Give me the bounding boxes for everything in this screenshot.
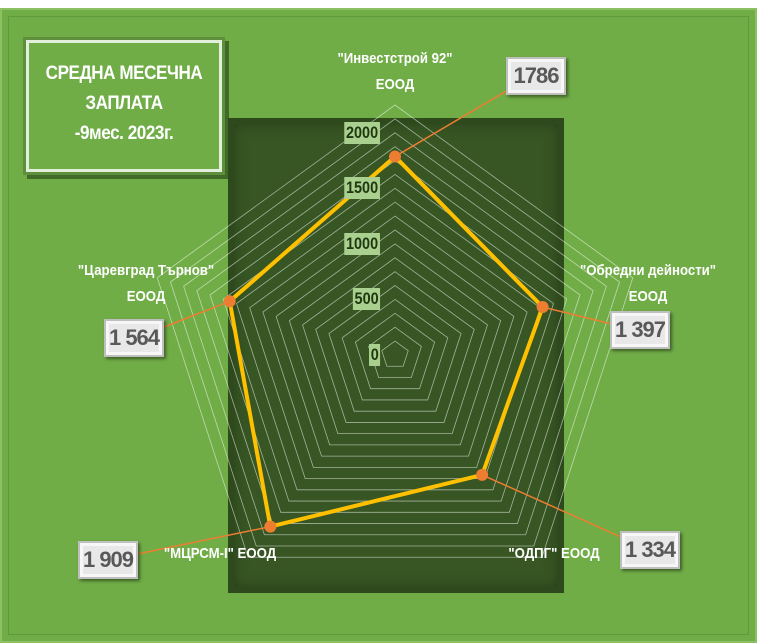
grid-ring xyxy=(183,132,607,536)
grid-ring xyxy=(156,104,634,558)
grid-ring xyxy=(236,187,554,491)
chart-title-line-3: -9мес. 2023г. xyxy=(74,123,174,144)
chart-title-box: СРЕДНА МЕСЕЧНА ЗАПЛАТА -9мес. 2023г. xyxy=(26,40,222,172)
value-label: 1 564 xyxy=(104,319,164,357)
category-label-line: "ОДПГ" ЕООД xyxy=(508,545,600,562)
category-label-line: ЕООД xyxy=(375,76,415,93)
category-label-line: "Царевград Търнов" xyxy=(77,262,215,279)
category-label: "ОДПГ" ЕООД xyxy=(457,541,651,567)
category-label: "Инвестстрой 92" ЕООД xyxy=(298,46,492,98)
grid-ring xyxy=(302,257,488,435)
category-label-line: ЕООД xyxy=(126,288,166,305)
grid-ring xyxy=(288,243,502,446)
tick-label: 0 xyxy=(368,344,380,366)
value-label: 1 397 xyxy=(610,311,670,349)
grid-ring xyxy=(341,298,449,401)
category-label-line: ЕООД xyxy=(628,288,668,305)
tick-label: 1000 xyxy=(344,232,380,255)
grid-ring xyxy=(262,215,528,468)
category-label: "Царевград Търнов" ЕООД xyxy=(49,258,243,310)
grid-ring xyxy=(209,160,581,513)
series-line xyxy=(227,154,545,529)
grid-ring xyxy=(315,271,475,423)
data-point xyxy=(264,520,277,533)
grid-ring xyxy=(381,340,409,367)
data-point xyxy=(389,150,401,163)
data-point xyxy=(223,295,236,308)
grid-ring xyxy=(196,146,594,524)
grid-ring xyxy=(328,285,462,412)
grid-ring xyxy=(249,201,541,479)
category-label: "Обредни дейности" ЕООД xyxy=(551,258,745,310)
value-label: 1 909 xyxy=(78,541,138,579)
category-label-line: "Обредни дейности" xyxy=(579,262,717,279)
chart-title-line-1: СРЕДНА МЕСЕЧНА xyxy=(45,63,203,84)
data-point xyxy=(536,301,549,314)
grid-ring xyxy=(354,312,436,390)
value-label: 1786 xyxy=(506,57,566,95)
chart-inner-border xyxy=(8,16,749,635)
plot-panel xyxy=(228,118,564,593)
tick-label: 500 xyxy=(352,288,380,311)
tick-label: 2000 xyxy=(344,121,380,144)
grid-ring xyxy=(275,229,515,457)
value-label: 1 334 xyxy=(620,531,680,569)
chart-title-line-2: ЗАПЛАТА xyxy=(85,93,163,114)
data-point xyxy=(476,468,489,481)
category-label: "МЦРСМ-I" ЕООД xyxy=(123,541,317,567)
tick-label: 1500 xyxy=(344,177,380,200)
category-label-line: "МЦРСМ-I" ЕООД xyxy=(163,545,277,562)
category-label-line: "Инвестстрой 92" xyxy=(337,50,453,67)
grid-ring xyxy=(169,118,621,547)
grid-ring xyxy=(368,326,422,378)
grid-ring xyxy=(222,173,568,502)
